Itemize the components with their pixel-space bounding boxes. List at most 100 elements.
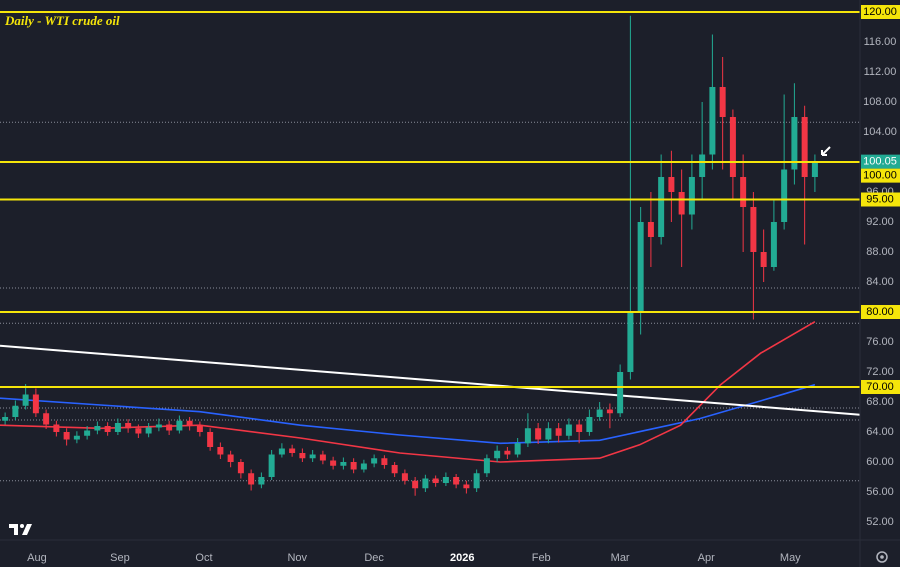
candle-body	[278, 448, 285, 455]
candle-body	[483, 458, 490, 474]
candle-body	[22, 394, 29, 406]
candle-body	[412, 480, 419, 489]
candle-body	[371, 458, 378, 464]
candle-body	[319, 454, 326, 461]
candle-body	[63, 432, 70, 440]
candle-body	[237, 462, 244, 474]
y-tick-label: 84.00	[866, 276, 894, 288]
y-tick-label: 92.00	[866, 216, 894, 228]
candle-body	[186, 420, 193, 426]
level-label: 100.00	[863, 170, 897, 182]
candle-body	[227, 454, 234, 462]
level-box	[861, 380, 900, 394]
candle-body	[309, 454, 316, 459]
candle-body	[658, 177, 665, 237]
candle-body	[104, 426, 111, 432]
x-tick-label: Aug	[27, 552, 47, 564]
candle-body	[617, 372, 624, 414]
level-label: 70.00	[866, 381, 894, 393]
level-label: 120.00	[863, 6, 897, 18]
candle-body	[514, 443, 521, 455]
y-tick-label: 72.00	[866, 366, 894, 378]
candle-body	[381, 458, 388, 465]
candle-body	[299, 453, 306, 459]
candle-body	[166, 424, 173, 431]
y-tick-label: 88.00	[866, 246, 894, 258]
candle-body	[289, 448, 296, 453]
candle-body	[709, 87, 716, 155]
x-tick-label: Dec	[364, 552, 384, 564]
y-tick-label: 104.00	[863, 126, 897, 138]
last-price-box	[861, 154, 900, 169]
candle-body	[453, 477, 460, 485]
y-tick-label: 52.00	[866, 516, 894, 528]
candle-body	[699, 154, 706, 177]
candle-body	[53, 424, 60, 432]
y-tick-label: 64.00	[866, 426, 894, 438]
settings-icon[interactable]	[876, 551, 888, 563]
moving-average	[0, 383, 816, 445]
candle-body	[391, 465, 398, 474]
x-tick-label: Sep	[110, 552, 130, 564]
candle-body	[442, 477, 449, 483]
chart-title: Daily - WTI crude oil	[4, 13, 120, 28]
x-tick-label: 2026	[450, 552, 474, 564]
candle-body	[668, 177, 675, 192]
price-arrow	[821, 146, 831, 156]
candle-body	[688, 177, 695, 215]
candle-body	[432, 478, 439, 483]
plot-area	[0, 11, 861, 496]
candle-body	[576, 424, 583, 432]
last-price-label: 100.05	[863, 156, 897, 168]
candle-body	[32, 394, 39, 414]
candle-body	[565, 424, 572, 436]
candle-body	[750, 207, 757, 252]
candle-body	[84, 430, 91, 436]
x-tick-label: Nov	[287, 552, 307, 564]
candle-body	[463, 484, 470, 489]
candle-body	[535, 428, 542, 440]
candle-body	[207, 432, 214, 447]
candle-body	[555, 428, 562, 436]
candle-body	[740, 177, 747, 207]
candle-body	[647, 222, 654, 237]
candle-body	[422, 478, 429, 489]
tv-logo	[9, 524, 32, 535]
candle-body	[94, 426, 101, 431]
candle-body	[473, 473, 480, 489]
level-box	[861, 5, 900, 19]
candle-body	[606, 409, 613, 414]
candle-body	[73, 435, 80, 440]
x-tick-label: Oct	[195, 552, 212, 564]
candle-body	[760, 252, 767, 267]
candle-body	[258, 477, 265, 485]
level-box	[861, 305, 900, 319]
y-tick-label: 108.00	[863, 96, 897, 108]
moving-average	[0, 321, 816, 463]
candle-body	[125, 423, 132, 429]
candle-body	[627, 312, 634, 372]
candle-body	[145, 427, 152, 434]
candle-body	[524, 428, 531, 444]
candle-body	[729, 117, 736, 177]
y-tick-label: 76.00	[866, 336, 894, 348]
candle-body	[401, 473, 408, 481]
level-label: 95.00	[866, 193, 894, 205]
candle-body	[330, 460, 337, 466]
x-tick-label: Feb	[532, 552, 551, 564]
candle-body	[155, 424, 162, 428]
x-tick-label: Mar	[611, 552, 630, 564]
candle-body	[586, 417, 593, 432]
candle-body	[360, 463, 367, 470]
candle-body	[268, 454, 275, 477]
y-tick-label: 112.00	[864, 66, 897, 78]
candle-body	[217, 447, 224, 455]
y-tick-label: 68.00	[866, 396, 894, 408]
candle-body	[637, 222, 644, 312]
candle-body	[43, 413, 50, 425]
x-tick-label: May	[780, 552, 801, 564]
candle-body	[248, 473, 255, 485]
y-tick-label: 116.00	[864, 36, 897, 48]
